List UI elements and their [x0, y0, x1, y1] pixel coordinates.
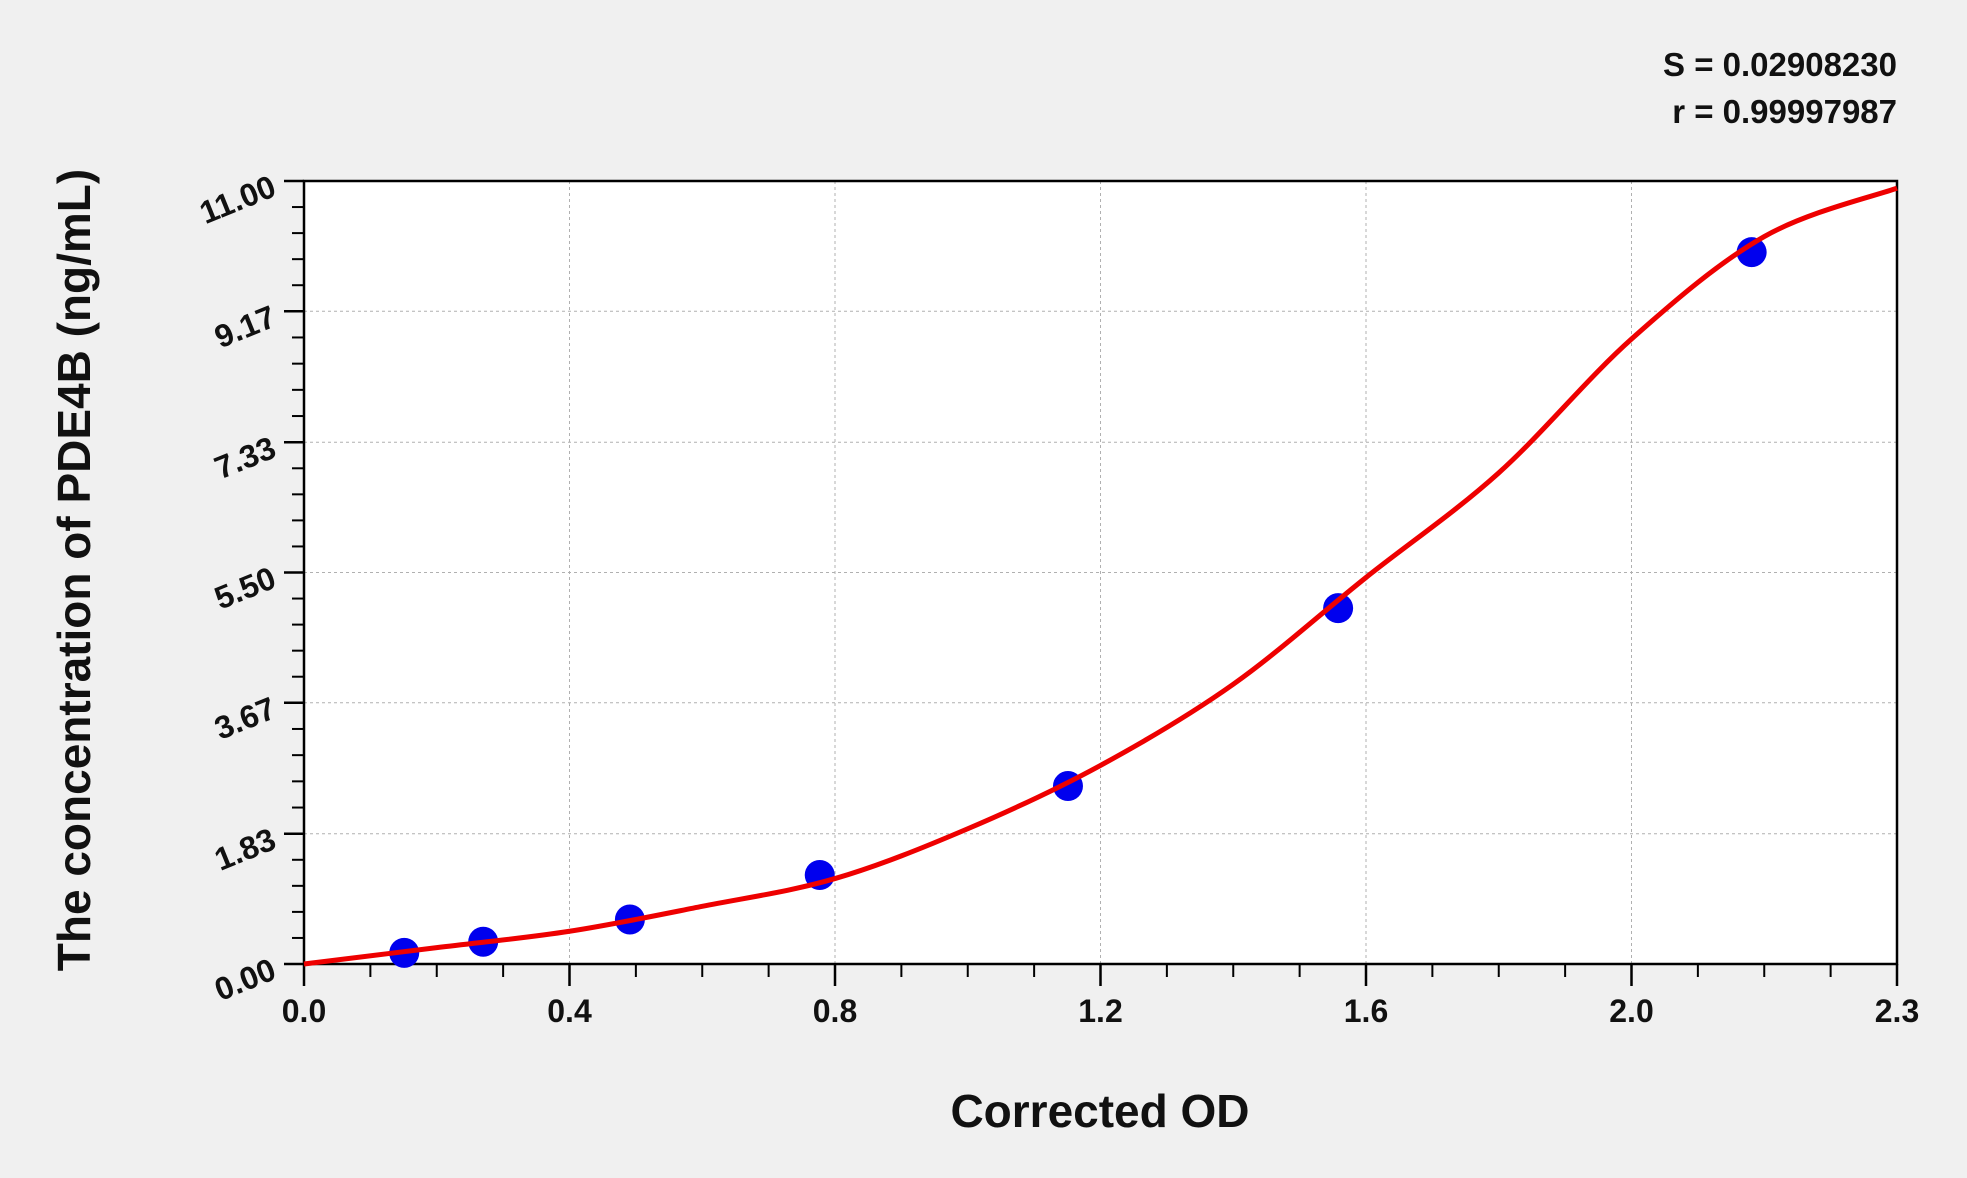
- fitted-curve-line: [303, 185, 1898, 967]
- x-tick-label: 2.3: [1875, 993, 1919, 1029]
- x-tick-label: 0.8: [813, 993, 857, 1029]
- stat-s: S = 0.02908230: [1663, 46, 1897, 83]
- data-point: [1323, 593, 1354, 624]
- plot-frame: [302, 179, 1899, 966]
- x-tick-label: 1.6: [1344, 993, 1388, 1029]
- x-axis-title: Corrected OD: [950, 1085, 1249, 1137]
- y-tick-label: 0.00: [209, 951, 280, 1008]
- stat-r: r = 0.99997987: [1672, 93, 1897, 130]
- grid: [304, 181, 1897, 964]
- x-tick-label: 2.0: [1609, 993, 1653, 1029]
- fitted-curve-group: [303, 185, 1898, 967]
- y-tick-label: 11.00: [195, 168, 281, 231]
- y-tick-label: 7.33: [209, 429, 280, 486]
- x-tick-label: 0.0: [282, 993, 326, 1029]
- data-point: [1736, 237, 1767, 268]
- y-tick-label: 5.50: [209, 560, 280, 617]
- y-tick-label: 1.83: [209, 821, 280, 878]
- y-tick-label: 3.67: [209, 690, 280, 747]
- x-tick-label: 0.4: [547, 993, 592, 1029]
- y-tick-label: 9.17: [209, 298, 280, 355]
- y-axis-title: The concentration of PDE4B (ng/mL): [48, 169, 100, 971]
- x-tick-label: 1.2: [1078, 993, 1122, 1029]
